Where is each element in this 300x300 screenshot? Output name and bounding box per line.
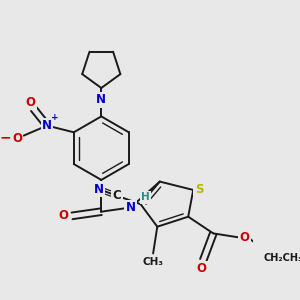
Text: CH₂CH₃: CH₂CH₃	[264, 253, 300, 262]
Text: N: N	[42, 119, 52, 132]
Text: O: O	[196, 262, 207, 275]
Text: −: −	[0, 130, 11, 144]
Text: S: S	[195, 183, 203, 196]
Text: O: O	[25, 96, 35, 109]
Text: CH₃: CH₃	[142, 257, 164, 267]
Text: O: O	[59, 209, 69, 222]
Text: H: H	[141, 193, 150, 202]
Text: O: O	[12, 133, 22, 146]
Text: O: O	[239, 231, 249, 244]
Text: +: +	[51, 113, 58, 122]
Text: N: N	[94, 183, 104, 196]
Text: N: N	[126, 201, 136, 214]
Text: N: N	[96, 93, 106, 106]
Text: C: C	[113, 189, 122, 202]
